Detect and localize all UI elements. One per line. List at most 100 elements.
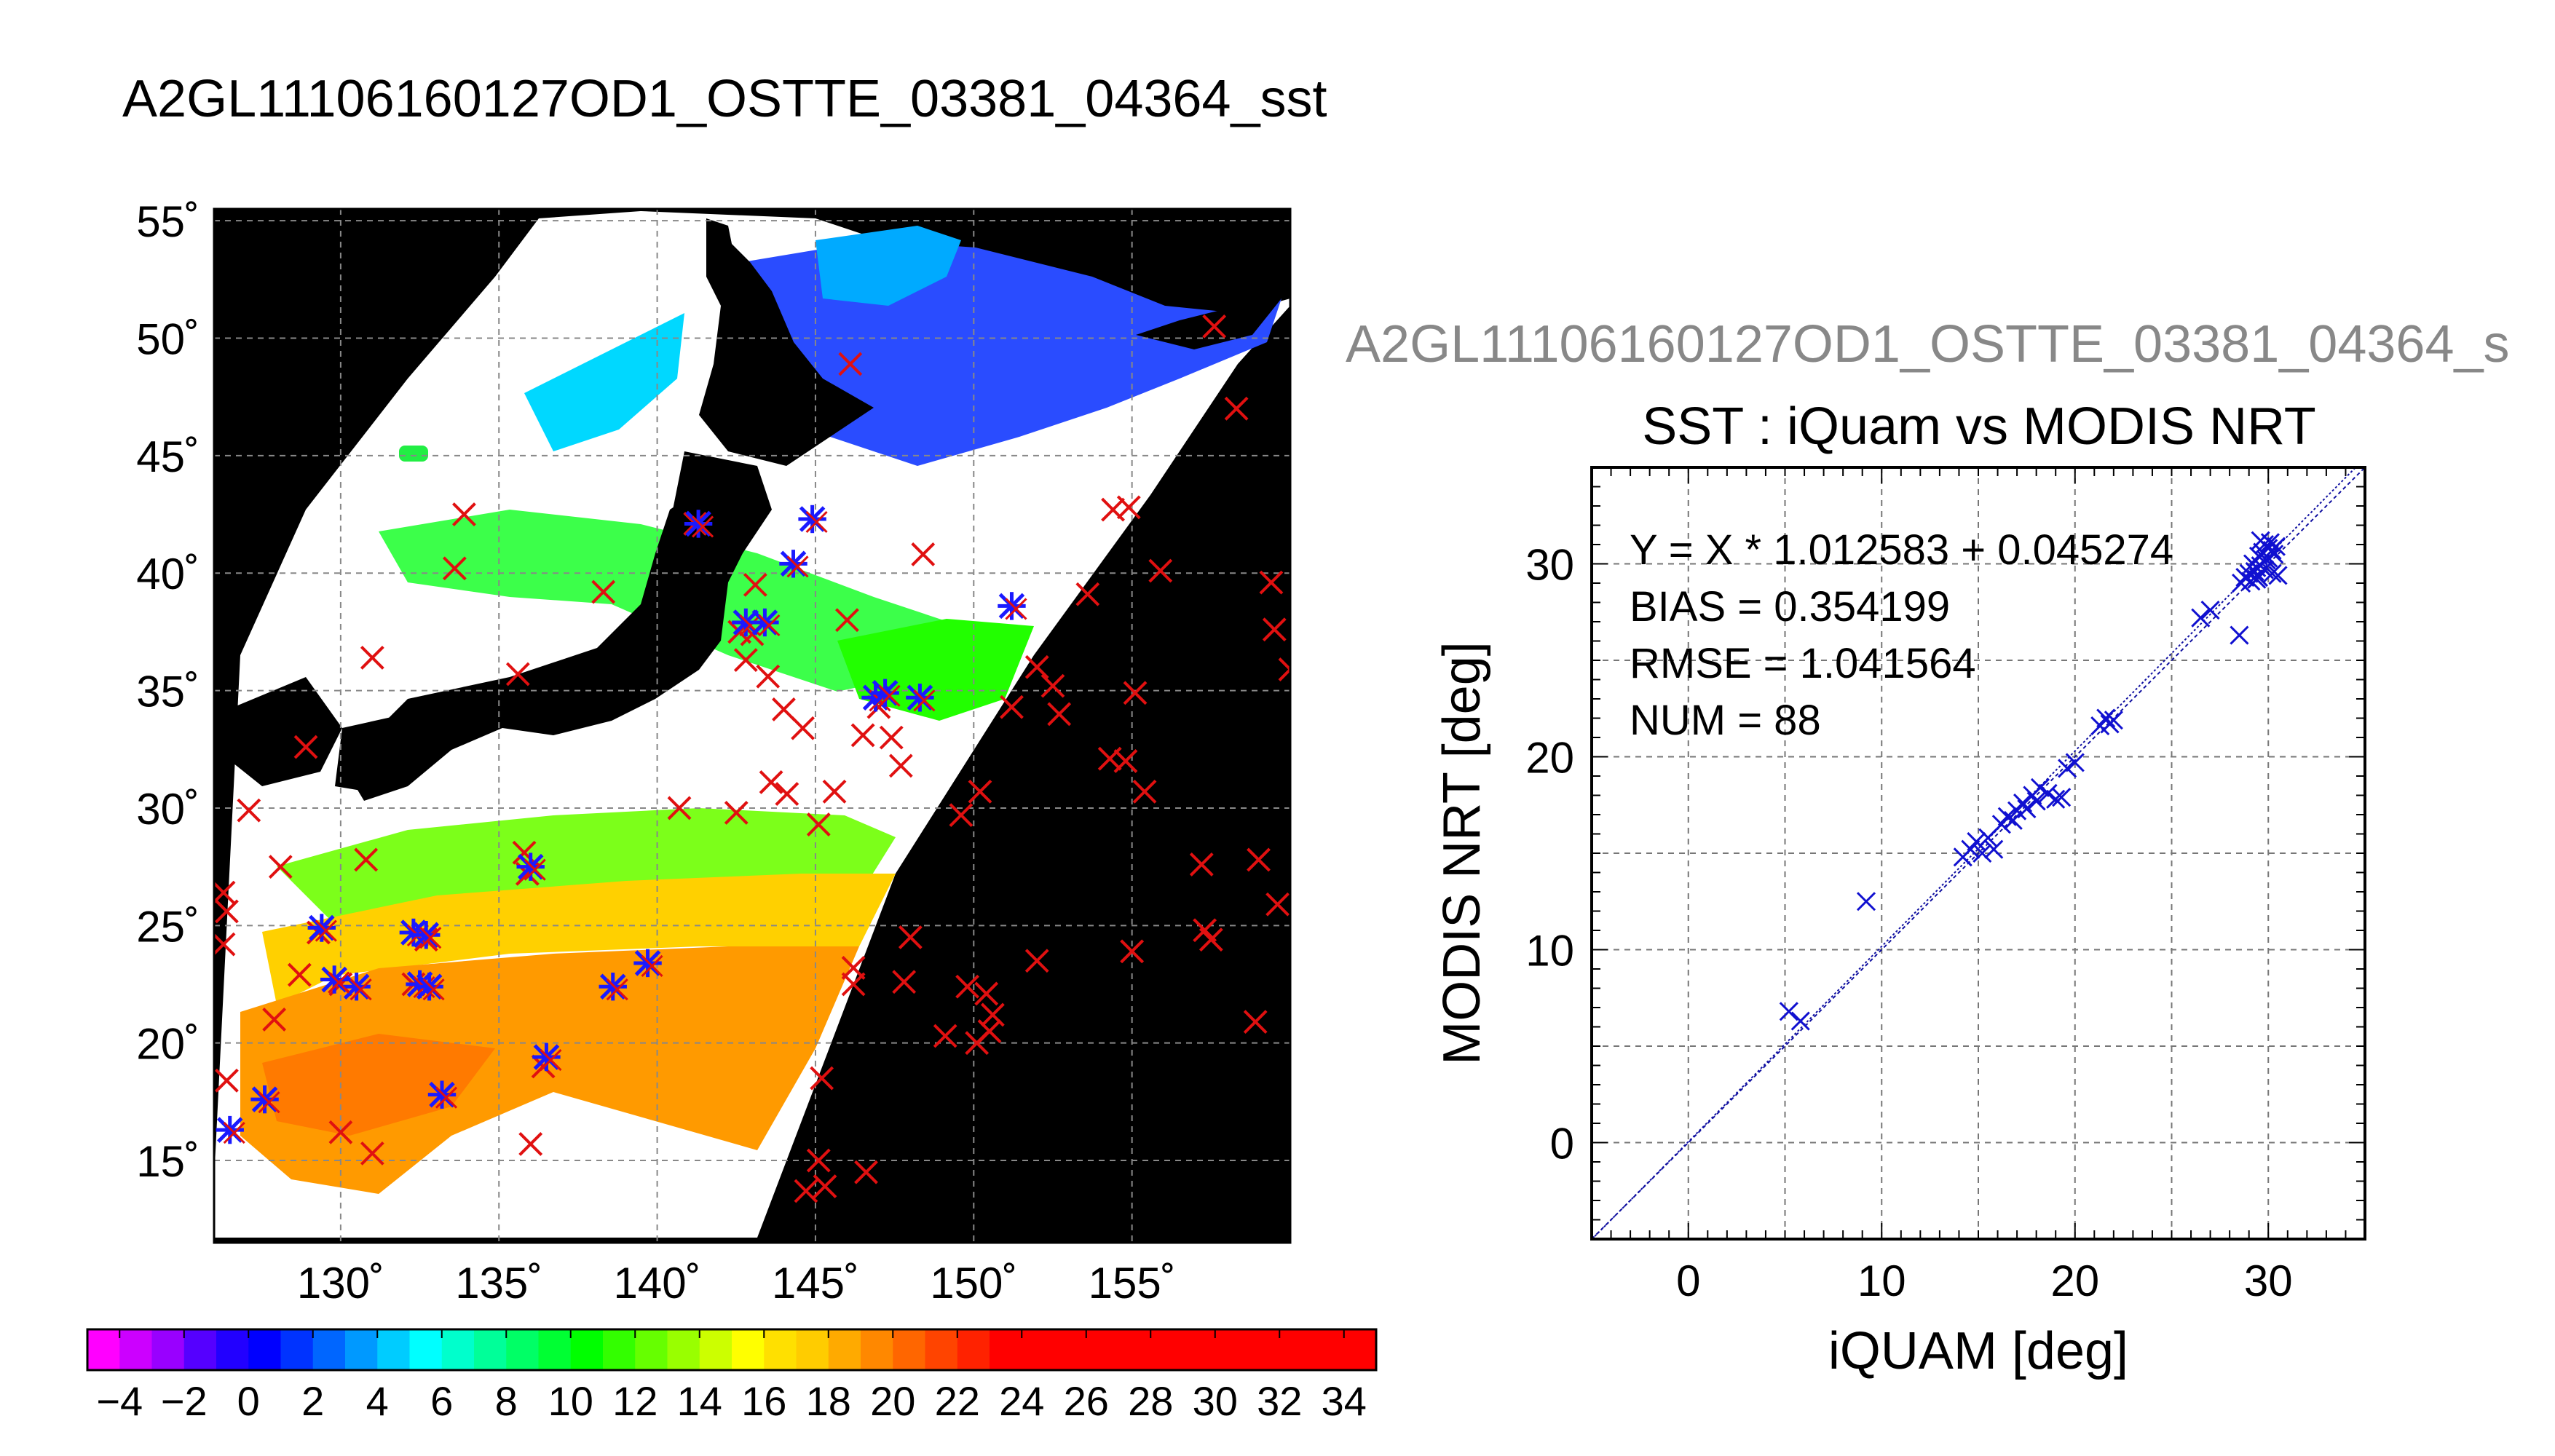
scatter-point [2200,601,2220,620]
colorbar-segment [635,1329,668,1370]
scatter-point [1984,839,2004,859]
map-matchup-invalid [794,1179,818,1203]
colorbar-tick-label: 24 [999,1378,1044,1424]
scatter-x-tick-label: 20 [2050,1257,2099,1305]
figure-title: A2GL11106160127OD1_OSTTE_03381_04364_sst [122,70,1327,128]
map-matchup-invalid [360,1141,384,1166]
scatter-x-tick-label: 0 [1676,1257,1700,1305]
sst-map-panel: 55˚ 50˚ 45˚ 40˚ 35˚ 30˚ 25˚ 20˚ 15˚ 130˚ 135˚ 140˚… [136,197,1292,1307]
map-matchup-invalid [214,932,236,957]
scatter-point [1961,839,1981,859]
scatter-point [2058,759,2077,778]
scatter-stat-line: Y = X * 1.012583 + 0.045274 [1630,526,2173,574]
colorbar-tick-label: 2 [301,1378,324,1424]
scatter-point [2046,789,2066,809]
colorbar-labels: −4 −2 0 2 4 6 8 10 12 14 16 18 20 22 24 26 28 30 32 34 [96,1329,1367,1424]
map-matchup-invalid [850,723,875,748]
scatter-panel: A2GL11106160127OD1_OSTTE_03381_04364_s S… [1346,315,2510,1380]
colorbar-segment [1247,1329,1281,1370]
sst-colorbar: −4 −2 0 2 4 6 8 10 12 14 16 18 20 22 24 26 28 30 32 34 [86,1328,1378,1424]
map-matchup-invalid [810,1066,834,1091]
colorbar-segment [1279,1329,1313,1370]
map-matchup-markers [214,314,1290,1203]
scatter-x-tick-labels: 0 10 20 30 [1676,1257,2293,1305]
colorbar-tick-label: 30 [1193,1378,1238,1424]
map-lat-label: 55˚ [136,197,200,246]
colorbar-segment [1215,1329,1248,1370]
map-matchup-invalid [822,779,847,804]
map-matchup-invalid [505,662,530,687]
map-matchup-overlay [422,978,445,1001]
map-matchup-invalid [1024,654,1049,679]
colorbar-segment [828,1329,861,1370]
colorbar-tick-label: 26 [1064,1378,1109,1424]
scatter-point [1997,807,2017,826]
land-kyushu [335,713,415,794]
colorbar-tick-label: 8 [495,1378,518,1424]
map-matchup-invalid [1148,558,1173,583]
map-matchup-overlay [692,515,714,538]
colorbar-tick-label: 20 [870,1378,915,1424]
map-matchup-invalid [1113,748,1138,773]
map-matchup-invalid [1262,617,1287,642]
colorbar-segment [764,1329,797,1370]
map-matchup-invalid [452,502,476,526]
map-matchup-overlay [435,1086,458,1109]
colorbar-segment [1311,1329,1345,1370]
map-matchup-invalid [262,1007,287,1032]
map-matchup-overlay [350,978,372,1001]
map-matchup-invalid [806,812,831,836]
sst-warm-orange-2 [262,1034,495,1136]
colorbar-tick-label: 4 [366,1378,389,1424]
map-matchup-invalid [667,796,692,820]
scatter-stat-line: RMSE = 1.041564 [1630,640,1976,687]
colorbar-segment [667,1329,700,1370]
land-sakhalin [706,218,735,306]
map-matchup-invalid [293,735,318,759]
map-matchup-invalid [772,697,796,721]
map-matchup-invalid [1202,314,1227,339]
map-grid [214,209,1290,1243]
map-lat-labels: 55˚ 50˚ 45˚ 40˚ 35˚ 30˚ 25˚ 20˚ 15˚ [136,197,200,1186]
colorbar-segment [151,1329,185,1370]
colorbar-segment [409,1329,443,1370]
sst-cold-west [524,313,684,451]
colorbar-segment [1182,1329,1216,1370]
scatter-point [2030,778,2050,797]
map-matchup-invalid [442,556,467,581]
map-matchup-overlay [540,1048,562,1072]
colorbar-segment [603,1329,636,1370]
colorbar-segment [87,1329,121,1370]
colorbar-segment [990,1329,1023,1370]
map-matchup-invalid [1259,570,1284,595]
colorbar-tick-label: 28 [1128,1378,1173,1424]
colorbar-segment [957,1329,990,1370]
colorbar-segment [119,1329,153,1370]
map-lon-labels: 130˚ 135˚ 140˚ 145˚ 150˚ 155˚ [297,1259,1176,1307]
map-lon-label: 145˚ [772,1259,859,1307]
map-matchup-invalid [879,725,904,750]
land-honshu-north [670,451,772,597]
colorbar-segment [1118,1329,1152,1370]
scatter-point [1967,832,1986,852]
colorbar-segment [861,1329,894,1370]
map-matchup-overlay [223,1122,245,1144]
map-matchup-invalid [354,847,379,872]
map-matchup-invalid [1224,396,1249,421]
colorbar-segment [1022,1329,1055,1370]
map-matchup-invalid [759,770,783,794]
scatter-point [2191,608,2211,628]
scatter-y-tick-labels: 0 10 20 30 [1525,541,1574,1168]
map-matchup-invalid [1075,582,1100,606]
map-matchup-overlay [641,954,663,978]
map-matchup-invalid [838,352,863,376]
scatter-point [2017,799,2037,819]
scatter-y-tick-label: 10 [1525,927,1574,976]
scatter-point [2262,540,2282,561]
sst-kuroshio-green [277,808,896,925]
map-matchup-invalid [834,608,859,633]
colorbar-segment [474,1329,508,1370]
scatter-point [2254,560,2275,579]
scatter-y-tick-label: 0 [1550,1120,1574,1168]
map-lat-label: 35˚ [136,668,200,716]
